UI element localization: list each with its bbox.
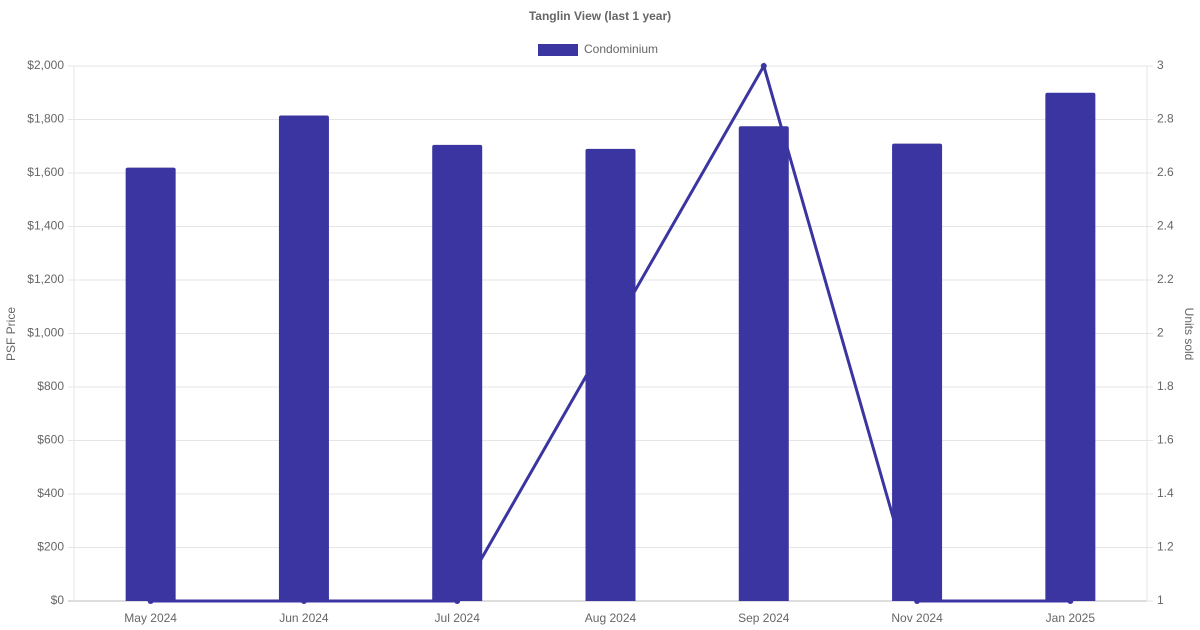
y2-tick-label: 2 [1157,326,1164,340]
y-tick-label: $600 [37,433,64,447]
y-tick-label: $1,600 [27,165,64,179]
y2-tick-label: 2.8 [1157,112,1174,126]
line-point [607,330,614,337]
bar [892,143,943,601]
y2-tick-label: 1 [1157,593,1164,607]
y-tick-label: $1,000 [27,326,64,340]
y-axis-label: PSF Price [4,307,18,361]
y2-tick-label: 1.8 [1157,379,1174,393]
bar [1045,92,1096,601]
x-tick-label: Jan 2025 [1046,611,1096,625]
x-tick-label: Nov 2024 [891,611,943,625]
line-point [300,598,307,604]
line-point [147,598,154,604]
y-tick-label: $200 [37,540,64,554]
y2-tick-label: 1.2 [1157,540,1174,554]
y2-tick-label: 1.4 [1157,486,1174,500]
x-tick-label: Sep 2024 [738,611,790,625]
y2-tick-label: 2.6 [1157,165,1174,179]
y2-tick-label: 2.4 [1157,219,1174,233]
line-point [1067,598,1074,604]
bar [432,144,483,601]
chart-title: Tanglin View (last 1 year) [529,9,671,23]
x-tick-label: May 2024 [124,611,177,625]
legend-swatch [538,44,578,56]
y-tick-label: $800 [37,379,64,393]
y-tick-label: $1,200 [27,272,64,286]
bar [738,126,789,601]
y-tick-label: $1,800 [27,112,64,126]
bar [125,167,176,601]
legend-label: Condominium [584,42,658,56]
y-tick-label: $400 [37,486,64,500]
line-point [914,598,921,604]
y2-axis-label: Units sold [1182,308,1196,361]
bar [278,115,329,602]
bar [585,148,636,602]
y-tick-label: $0 [51,593,65,607]
line-point [760,63,767,69]
x-tick-label: Jun 2024 [279,611,329,625]
x-tick-label: Jul 2024 [435,611,481,625]
y2-tick-label: 3 [1157,58,1164,72]
x-tick-label: Aug 2024 [585,611,637,625]
y-tick-label: $1,400 [27,219,64,233]
y-tick-label: $2,000 [27,58,64,72]
y2-tick-label: 1.6 [1157,433,1174,447]
y2-tick-label: 2.2 [1157,272,1174,286]
line-point [454,598,461,604]
